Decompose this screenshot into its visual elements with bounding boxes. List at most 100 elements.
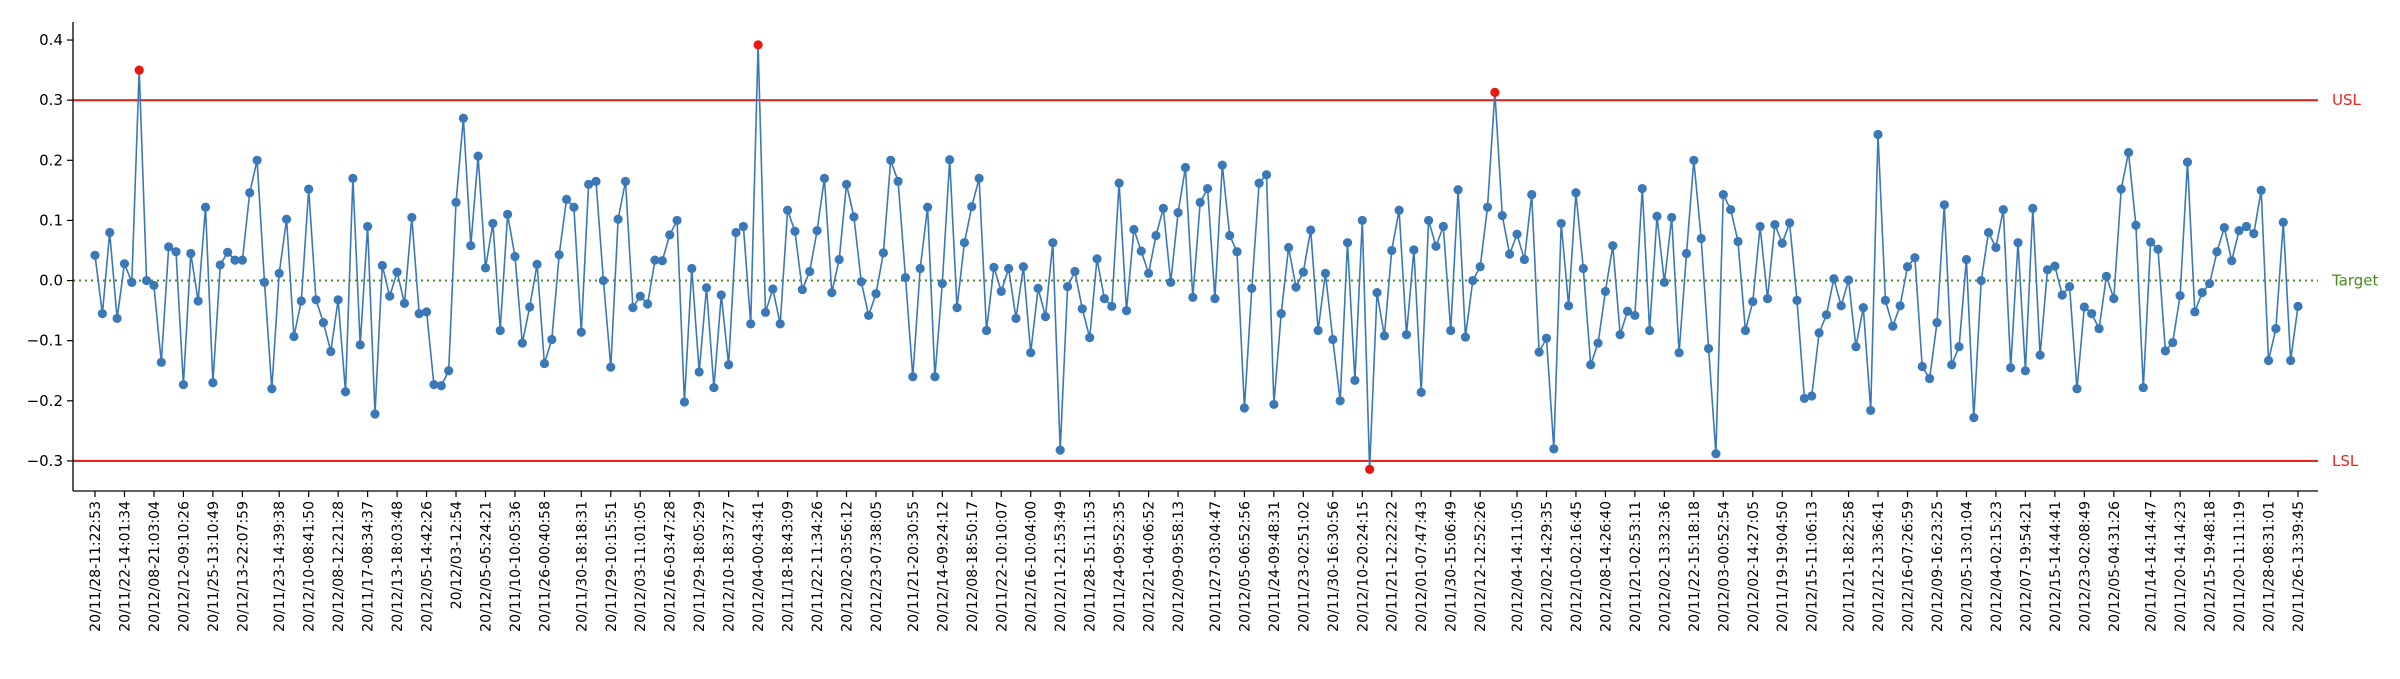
data-point <box>1961 254 1972 265</box>
data-point <box>768 284 778 294</box>
x-tick-label: 20/12/09-16:23:25 <box>1930 501 1946 632</box>
data-point <box>2197 287 2207 298</box>
data-point <box>1416 387 1426 397</box>
data-point <box>1328 334 1338 345</box>
data-point <box>1239 403 1249 413</box>
x-tick-label: 20/11/21-12:22:22 <box>1385 501 1401 632</box>
x-tick-label: 20/12/05-06:52:56 <box>1237 501 1253 632</box>
data-point <box>834 254 844 265</box>
x-tick-label: 20/11/22-14:01:34 <box>117 501 133 632</box>
data-point <box>1114 178 1124 188</box>
data-point <box>105 227 115 238</box>
x-tick-label: 20/11/24-09:52:35 <box>1112 501 1128 632</box>
x-tick-label: 20/12/10-08:41:50 <box>302 501 318 632</box>
data-point <box>355 340 365 350</box>
data-point <box>1571 188 1581 198</box>
data-point <box>1534 347 1544 357</box>
data-point <box>466 241 476 251</box>
data-point <box>1866 405 1876 416</box>
data-point <box>2153 244 2163 254</box>
y-tick-label: 0.0 <box>39 272 63 290</box>
x-tick-label: 20/12/03-11:01:05 <box>633 501 649 632</box>
x-tick-label: 20/11/20-14:14:23 <box>2173 501 2189 632</box>
data-point <box>893 176 903 186</box>
data-point <box>1858 303 1868 313</box>
data-point <box>1482 202 1493 212</box>
y-tick-label: 0.2 <box>39 151 63 169</box>
x-tick-label: 20/11/30-16:30:56 <box>1326 501 1342 632</box>
data-point <box>97 309 107 319</box>
data-point <box>1136 246 1146 256</box>
x-tick-label: 20/12/23-02:08:49 <box>2077 501 2093 632</box>
x-tick-label: 20/12/08-18:50:17 <box>965 501 981 632</box>
data-point <box>1188 292 1198 302</box>
data-point <box>1785 218 1795 228</box>
data-point <box>1851 342 1861 352</box>
x-tick-label: 20/12/16-10:04:00 <box>1024 501 1040 632</box>
data-point <box>1129 224 1139 235</box>
data-point <box>1144 268 1154 278</box>
data-point <box>2072 384 2082 394</box>
data-point <box>981 325 992 336</box>
data-point <box>1468 275 1478 286</box>
x-tick-label: 20/11/24-09:48:31 <box>1267 501 1283 632</box>
x-tick-label: 20/12/12-09:10:26 <box>176 501 192 632</box>
data-point <box>569 202 579 212</box>
data-point <box>1497 211 1507 221</box>
data-point <box>1917 361 1927 372</box>
data-point <box>1210 293 1220 304</box>
y-tick-label: 0.1 <box>39 211 63 229</box>
data-point <box>1696 233 1706 244</box>
data-point <box>1593 338 1603 348</box>
data-point <box>363 221 373 232</box>
data-point <box>584 179 594 189</box>
data-point <box>407 212 417 223</box>
data-point <box>930 372 940 382</box>
data-point <box>1549 444 1559 454</box>
data-point <box>716 290 726 300</box>
data-point <box>1821 310 1832 320</box>
data-point <box>1431 241 1441 251</box>
data-point <box>900 272 911 283</box>
data-point <box>657 256 667 266</box>
data-point <box>2109 293 2119 304</box>
data-point <box>1409 245 1419 255</box>
data-point <box>2020 366 2030 376</box>
data-point <box>1048 238 1058 248</box>
data-point <box>989 262 999 272</box>
x-tick-label: 20/12/13-22:07:59 <box>235 501 251 632</box>
ref-label-usl: USL <box>2332 91 2362 109</box>
data-point <box>2241 221 2252 232</box>
x-tick-label: 20/11/22-15:18:18 <box>1687 501 1703 632</box>
data-point <box>782 205 793 215</box>
series-line <box>94 44 2299 470</box>
data-point <box>1217 160 1227 170</box>
x-tick-labels: 20/11/28-11:22:53 20/11/22-14:01:34 20/12/… <box>88 491 2307 632</box>
data-point <box>1991 242 2001 253</box>
data-point <box>2293 301 2303 312</box>
data-point <box>1556 218 1566 229</box>
data-point <box>1254 178 1264 188</box>
data-point <box>687 263 697 274</box>
data-point <box>1269 399 1279 410</box>
x-tick-label: 20/12/02-13:32:36 <box>1657 501 1673 632</box>
x-tick-label: 20/11/30-18:18:31 <box>574 501 590 632</box>
data-point <box>1902 262 1913 272</box>
data-point <box>2278 217 2288 227</box>
data-point <box>1151 230 1161 241</box>
data-point <box>1306 225 1316 235</box>
data-point <box>1755 221 1765 232</box>
x-tick-label: 20/12/07-19:54:21 <box>2018 501 2034 632</box>
data-point <box>1600 286 1611 296</box>
out-of-spec-point <box>1365 464 1375 474</box>
x-tick-label: 20/12/03-12:54 <box>449 501 465 609</box>
data-point <box>2006 363 2016 373</box>
data-point <box>812 226 822 236</box>
data-point <box>1357 215 1367 226</box>
data-point <box>2190 307 2200 317</box>
data-point <box>1829 274 1839 284</box>
data-point <box>1401 330 1412 340</box>
data-point <box>237 255 247 265</box>
data-point <box>871 289 881 299</box>
